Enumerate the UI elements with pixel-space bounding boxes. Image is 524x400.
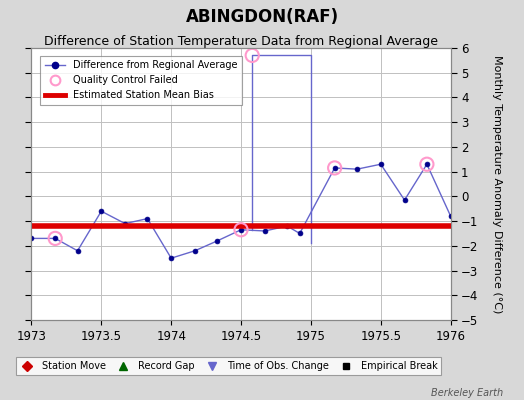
Text: ABINGDON(RAF): ABINGDON(RAF) (185, 8, 339, 26)
Point (51, 235, 59, 242)
Point (237, 226, 245, 233)
Title: Difference of Station Temperature Data from Regional Average: Difference of Station Temperature Data f… (44, 35, 438, 48)
Text: Berkeley Earth: Berkeley Earth (431, 388, 503, 398)
Point (331, 165, 339, 171)
Legend: Station Move, Record Gap, Time of Obs. Change, Empirical Break: Station Move, Record Gap, Time of Obs. C… (16, 357, 441, 375)
Y-axis label: Monthly Temperature Anomaly Difference (°C): Monthly Temperature Anomaly Difference (… (493, 55, 503, 313)
Point (423, 161, 431, 168)
Point (248, 52, 256, 59)
